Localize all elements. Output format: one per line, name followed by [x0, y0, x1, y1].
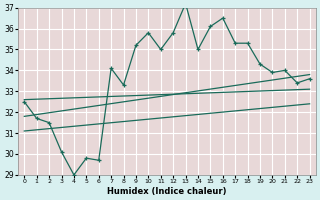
X-axis label: Humidex (Indice chaleur): Humidex (Indice chaleur) [107, 187, 227, 196]
